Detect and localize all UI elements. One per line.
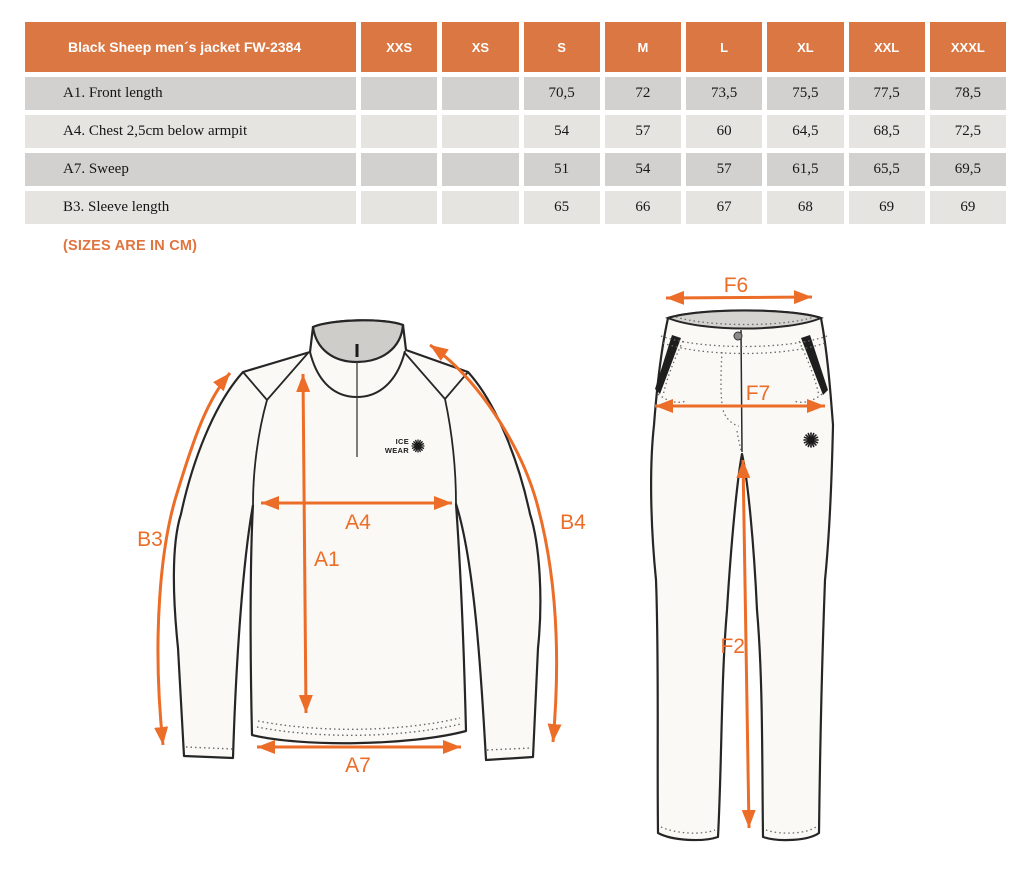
size-value-cell: 54 [523,115,600,148]
jacket-label-a7: A7 [345,754,371,777]
row-label: A4. Chest 2,5cm below armpit [25,115,356,148]
measure-arrow-b3 [154,372,232,746]
size-value-cell: 70,5 [523,77,600,110]
size-table: Black Sheep men´s jacket FW-2384 XXS XS S M L… [25,22,1006,224]
logo-text-line1: ICE [396,437,409,446]
size-value-cell: 65,5 [848,153,925,186]
size-value-cell: 51 [523,153,600,186]
size-column-header: S [523,22,600,72]
size-value-cell: 64,5 [767,115,844,148]
jacket-stitching [185,717,532,751]
pants-front-seam [740,329,743,453]
units-note: (SIZES ARE IN CM) [63,238,198,254]
size-column-header: XS [442,22,519,72]
size-value-cell: 61,5 [767,153,844,186]
size-column-header: M [604,22,681,72]
waist-button [733,331,743,341]
pants-label-f2: F2 [720,635,745,658]
size-column-header: XXL [848,22,925,72]
row-label: A1. Front length [25,77,356,110]
size-value-cell: 69 [848,191,925,224]
size-value-cell [442,115,519,148]
pants-diagram: F6 F7 F2 [650,274,835,842]
size-value-cell: 57 [686,153,763,186]
size-value-cell [442,153,519,186]
jacket-collar [311,319,405,364]
jacket-label-b4: B4 [560,511,586,534]
size-column-header: XXXL [929,22,1006,72]
jacket-label-a1: A1 [314,548,340,571]
pants-label-f6: F6 [724,274,749,297]
size-value-cell: 77,5 [848,77,925,110]
size-value-cell: 72 [604,77,681,110]
pants-label-f7: F7 [746,382,771,405]
size-value-cell [361,153,438,186]
size-value-cell: 57 [604,115,681,148]
size-value-cell [442,77,519,110]
size-value-cell: 73,5 [686,77,763,110]
left-pocket-opening [655,335,681,394]
jacket-label-b3: B3 [137,528,163,551]
size-value-cell: 54 [604,153,681,186]
measure-arrow-a1 [296,373,313,714]
size-value-cell: 67 [686,191,763,224]
size-value-cell: 78,5 [929,77,1006,110]
size-value-cell [361,77,438,110]
size-value-cell [361,191,438,224]
size-value-cell: 65 [523,191,600,224]
size-value-cell [442,191,519,224]
measure-arrow-b4 [429,343,562,743]
pants-waist-opening [665,309,824,330]
size-value-cell: 60 [686,115,763,148]
measure-arrow-f2 [736,459,756,829]
size-value-cell: 68 [767,191,844,224]
size-value-cell: 75,5 [767,77,844,110]
size-column-header: XXS [361,22,438,72]
measure-arrow-f6 [665,290,813,305]
jacket-arrows [154,343,562,754]
size-value-cell: 72,5 [929,115,1006,148]
logo-text-line2: WEAR [385,446,409,455]
row-label: A7. Sweep [25,153,356,186]
snowflake-icon [411,439,425,453]
table-title: Black Sheep men´s jacket FW-2384 [25,22,356,72]
jacket-label-a4: A4 [345,511,371,534]
size-value-cell: 66 [604,191,681,224]
brand-logo: ICE WEAR [385,437,425,455]
jacket-diagram: ICE WEAR A1 A4 A7 B3 B4 [137,319,586,777]
size-column-header: XL [767,22,844,72]
size-value-cell: 69 [929,191,1006,224]
pants-arrows [655,290,825,829]
size-value-cell: 69,5 [929,153,1006,186]
snowflake-icon [803,432,819,448]
size-value-cell: 68,5 [848,115,925,148]
row-label: B3. Sleeve length [25,191,356,224]
size-value-cell [361,115,438,148]
size-column-header: L [686,22,763,72]
right-pocket-opening [801,335,828,395]
